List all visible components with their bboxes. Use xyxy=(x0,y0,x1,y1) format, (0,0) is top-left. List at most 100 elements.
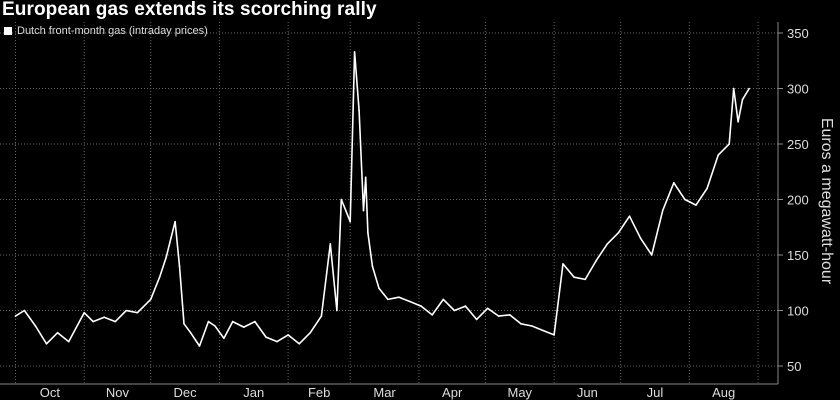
data-point xyxy=(595,259,597,262)
y-tick-label: 50 xyxy=(787,359,801,374)
data-point xyxy=(728,143,730,145)
data-point xyxy=(387,298,389,301)
data-point xyxy=(92,320,94,323)
data-point xyxy=(378,287,380,290)
data-point xyxy=(34,325,37,327)
data-point xyxy=(431,314,434,316)
data-point xyxy=(174,220,176,223)
data-point xyxy=(309,331,312,334)
data-point xyxy=(520,323,522,325)
data-point xyxy=(531,325,533,327)
data-point xyxy=(542,329,544,332)
x-tick-label: Feb xyxy=(308,385,330,400)
legend-swatch xyxy=(4,27,12,35)
x-tick-label: Nov xyxy=(106,385,130,400)
x-tick-label: Jul xyxy=(647,385,664,400)
x-tick-label: Aug xyxy=(712,385,735,400)
chart-title: European gas extends its scorching rally xyxy=(2,0,377,20)
y-tick-label: 250 xyxy=(787,137,809,152)
data-point xyxy=(125,309,128,312)
data-point xyxy=(409,300,411,303)
data-point xyxy=(371,265,374,267)
data-point xyxy=(136,311,139,314)
data-point xyxy=(340,198,343,201)
data-point xyxy=(231,320,234,323)
series-group xyxy=(14,51,750,347)
data-point xyxy=(362,209,365,212)
x-axis-ticks: Oct Nov Dec Jan Feb Mar Apr May Jun Jul Aug xyxy=(40,385,736,400)
x-tick-label: Jan xyxy=(243,385,264,400)
data-point xyxy=(650,254,653,256)
data-point xyxy=(741,98,744,101)
data-point xyxy=(349,220,352,223)
data-point xyxy=(265,336,267,338)
data-point xyxy=(509,314,511,316)
data-point xyxy=(684,198,686,201)
data-point xyxy=(475,318,478,321)
data-point xyxy=(207,320,210,323)
x-tick-label: Oct xyxy=(40,385,61,400)
data-point xyxy=(56,331,59,334)
data-point xyxy=(165,256,167,259)
data-point xyxy=(617,232,620,234)
data-point xyxy=(198,345,201,347)
data-point xyxy=(420,305,422,307)
data-point xyxy=(189,331,192,334)
x-tick-label: Dec xyxy=(174,385,198,400)
x-tick-label: Jun xyxy=(577,385,598,400)
data-point xyxy=(254,320,256,323)
data-point xyxy=(214,325,216,327)
data-point xyxy=(114,320,117,323)
data-point xyxy=(737,121,739,123)
data-point xyxy=(673,182,675,184)
data-point xyxy=(23,309,26,312)
data-point xyxy=(639,237,642,240)
y-tick-label: 300 xyxy=(787,82,809,97)
data-point xyxy=(287,334,289,336)
data-point xyxy=(732,87,735,90)
series-line-dutch-gas xyxy=(15,51,750,347)
x-tick-label: Apr xyxy=(442,385,463,400)
data-point xyxy=(223,337,225,340)
legend: Dutch front-month gas (intraday prices) xyxy=(4,25,208,37)
data-point xyxy=(353,51,356,53)
data-point xyxy=(243,326,245,328)
data-point xyxy=(320,315,323,317)
data-point xyxy=(453,309,456,312)
data-point xyxy=(606,243,609,245)
x-tick-label: Mar xyxy=(373,385,396,400)
y-tick-label: 350 xyxy=(787,26,809,41)
data-point xyxy=(553,334,555,336)
y-tick-label: 150 xyxy=(787,248,809,263)
data-point xyxy=(336,309,338,312)
legend-label: Dutch front-month gas (intraday prices) xyxy=(17,25,208,37)
data-point xyxy=(276,340,278,343)
data-point xyxy=(464,305,467,307)
data-point xyxy=(103,316,105,319)
data-point xyxy=(486,307,489,310)
grid-lines xyxy=(0,22,778,384)
data-point xyxy=(573,276,575,279)
data-point xyxy=(562,263,564,265)
y-tick-label: 100 xyxy=(787,304,809,319)
data-point xyxy=(584,278,586,281)
data-point xyxy=(183,323,185,325)
data-point xyxy=(706,187,708,190)
data-point xyxy=(367,232,369,234)
data-point xyxy=(358,109,360,112)
data-point xyxy=(45,343,48,345)
data-point xyxy=(14,315,17,317)
y-axis-label: Euros a megawatt-hour xyxy=(818,117,835,285)
data-point xyxy=(717,154,719,156)
x-tick-label: May xyxy=(507,385,532,400)
data-point xyxy=(345,209,347,212)
y-tick-label: 200 xyxy=(787,193,809,208)
data-point xyxy=(298,343,301,345)
data-point xyxy=(724,147,726,150)
data-point xyxy=(149,298,152,301)
y-axis-ticks: 50 100 150 200 250 300 350 xyxy=(778,26,809,374)
data-point xyxy=(442,298,445,301)
data-point xyxy=(329,243,332,245)
data-point xyxy=(628,215,631,217)
